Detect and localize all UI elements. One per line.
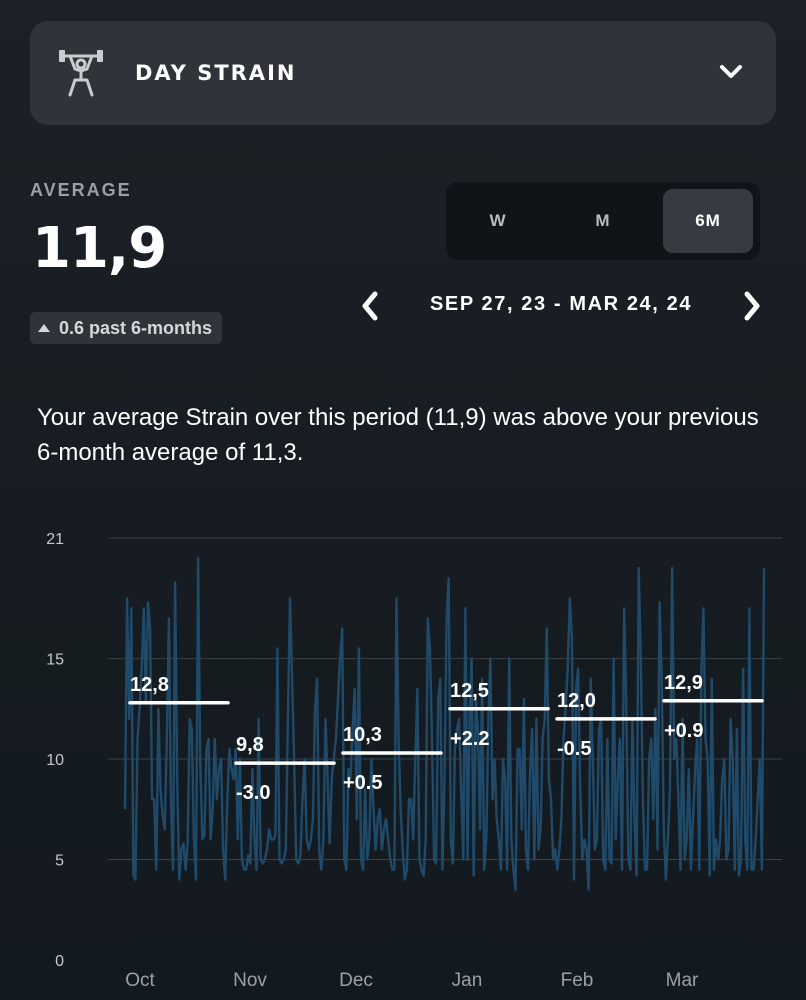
y-tick-label: 21 [46,531,64,548]
x-tick-label: Nov [233,970,267,991]
average-change-label: -3.0 [236,782,270,804]
weightlifter-icon [59,50,103,97]
x-tick-label: Feb [561,970,594,991]
summary-text: Your average Strain over this period (11… [37,404,759,466]
y-tick-label: 0 [55,953,64,970]
average-value-label: 12,5 [450,680,489,702]
date-range-label: SEP 27, 23 - MAR 24, 24 [429,293,693,315]
y-tick-label: 10 [46,752,64,769]
average-change-label: +0.5 [343,772,382,794]
tab-six-months[interactable]: 6M [663,189,753,253]
period-average-3: 12,5 +2.2 [448,680,550,750]
change-badge: 0.6 past 6-months [30,312,223,344]
chevron-left-icon[interactable] [358,290,382,322]
average-value-label: 12,8 [130,674,169,696]
average-value-label: 12,0 [557,690,596,712]
period-averages-layer: 12,8 9,8 -3.0 10,3 +0.5 12,5 +2.2 12,0 -0.5 12,9 +… [128,672,764,804]
period-average-2: 10,3 +0.5 [341,724,443,794]
x-tick-label: Jan [452,970,483,991]
series-layer [123,556,766,891]
series-line [123,556,766,891]
x-tick-label: Mar [666,970,699,991]
period-average-5: 12,9 +0.9 [662,672,764,742]
y-tick-label: 15 [46,652,64,669]
period-average-1: 9,8 -3.0 [234,734,336,804]
strain-chart: 0 5 10 15 21 12,8 9,8 -3.0 10,3 +0.5 12,5 +2.2 12,0… [46,531,782,991]
period-average-0: 12,8 [128,674,230,705]
chevron-right-icon[interactable] [740,290,764,322]
metric-selector[interactable]: DAY STRAIN [30,21,776,125]
average-change-label: +2.2 [450,728,489,750]
x-tick-label: Oct [125,970,155,991]
period-average-4: 12,0 -0.5 [555,690,657,760]
average-value-label: 9,8 [236,734,264,756]
average-change-label: +0.9 [664,720,703,742]
range-tabs: W M 6M [446,182,760,260]
x-tick-label: Dec [339,970,373,991]
tab-week[interactable]: W [489,211,507,230]
average-value-label: 12,9 [664,672,703,694]
average-value-label: 10,3 [343,724,382,746]
triangle-up-icon [38,324,50,332]
tab-month[interactable]: M [595,211,611,230]
x-axis-labels: Oct Nov Dec Jan Feb Mar [125,970,699,991]
average-value: 11,9 [32,216,167,281]
average-change-label: -0.5 [557,738,591,760]
metric-title: DAY STRAIN [135,61,297,85]
change-text: 0.6 past 6-months [59,317,213,338]
y-tick-label: 5 [55,853,64,870]
average-label: AVERAGE [30,180,132,200]
chevron-down-icon[interactable] [718,59,744,85]
